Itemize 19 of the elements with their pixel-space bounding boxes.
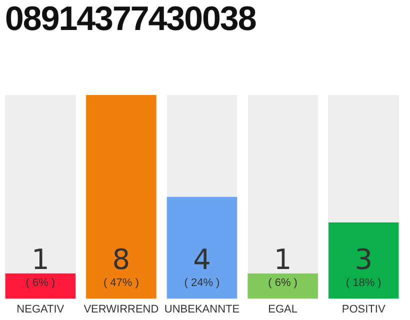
bar <box>248 273 318 299</box>
bar <box>5 273 76 299</box>
data-label: 1 <box>31 242 50 276</box>
annotation: ( 6% ) <box>26 276 56 289</box>
bar <box>86 95 156 299</box>
x-tick-label: POSITIV <box>342 303 386 316</box>
x-tick-label: UNBEKANNTE <box>164 303 240 316</box>
x-tick-label: NEGATIV <box>16 303 65 316</box>
annotation: ( 6% ) <box>268 276 298 289</box>
chart-title: 08914377430038 <box>5 0 256 39</box>
annotation: ( 24% ) <box>184 276 220 289</box>
annotation: ( 47% ) <box>103 276 139 289</box>
x-tick-label: EGAL <box>268 303 298 316</box>
data-label: 4 <box>193 242 211 276</box>
x-tick-label: VERWIRREND <box>84 303 159 316</box>
annotation: ( 18% ) <box>346 276 382 289</box>
data-label: 8 <box>112 242 130 276</box>
data-label: 1 <box>274 242 292 276</box>
data-label: 3 <box>354 242 373 276</box>
